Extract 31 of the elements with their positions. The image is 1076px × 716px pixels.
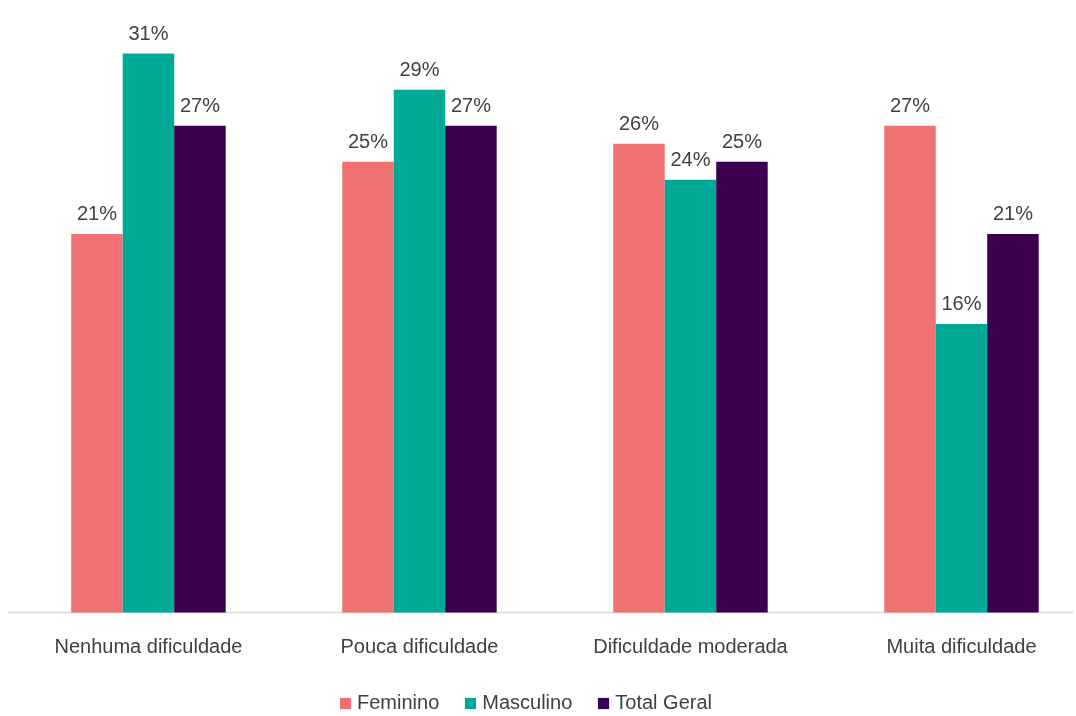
- data-label: 27%: [450, 93, 492, 116]
- data-label: 16%: [941, 292, 982, 315]
- data-label: 21%: [76, 201, 118, 224]
- bar: [935, 324, 988, 613]
- data-label: 27%: [889, 93, 931, 116]
- x-tick-label: Nenhuma dificuldade: [54, 634, 243, 657]
- data-label: 25%: [721, 129, 763, 152]
- data-label: 24%: [670, 147, 711, 170]
- x-tick-label: Muita dificuldade: [886, 634, 1037, 657]
- bar: [122, 53, 175, 613]
- bar: [174, 125, 226, 613]
- data-label: 29%: [399, 57, 440, 80]
- data-label: 25%: [347, 129, 389, 152]
- bar: [664, 179, 717, 613]
- legend-label: Total Geral: [615, 691, 713, 714]
- x-tick-label: Dificuldade moderada: [593, 634, 789, 657]
- data-label: 21%: [992, 201, 1034, 224]
- legend-label: Masculino: [482, 691, 573, 714]
- x-tick-label: Pouca dificuldade: [340, 634, 499, 657]
- bar: [613, 143, 665, 613]
- bar: [716, 161, 768, 613]
- bar: [445, 125, 497, 613]
- data-label: 31%: [128, 21, 169, 44]
- bar: [342, 161, 394, 613]
- data-label: 27%: [179, 93, 221, 116]
- bar: [393, 89, 446, 613]
- bar: [987, 233, 1039, 613]
- legend-label: Feminino: [357, 691, 440, 714]
- data-label: 26%: [618, 111, 660, 134]
- bar: [884, 125, 936, 613]
- bar: [71, 233, 123, 613]
